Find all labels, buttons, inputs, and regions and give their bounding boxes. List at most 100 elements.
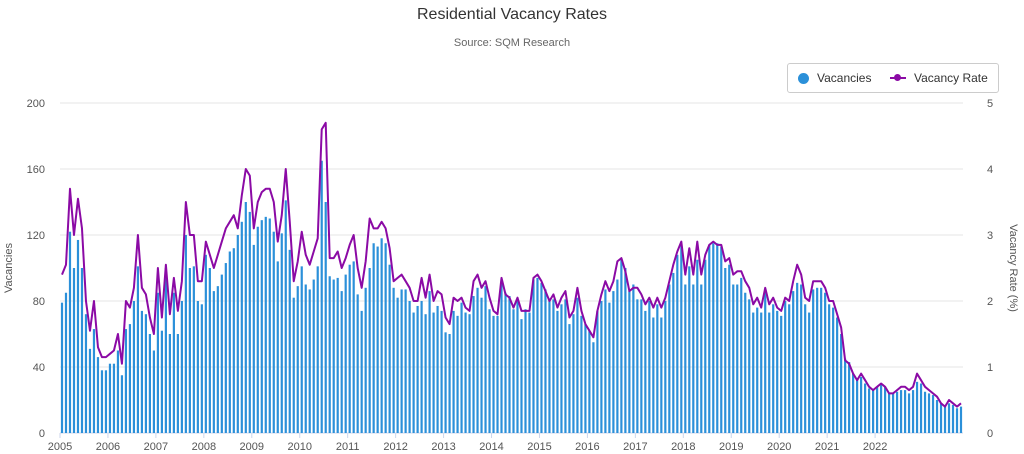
bar (784, 301, 787, 433)
chart-subtitle: Source: SQM Research (453, 37, 571, 49)
bar (264, 216, 267, 433)
y-left-tick-label: 0 (39, 428, 45, 440)
bar (124, 329, 128, 433)
bar (360, 310, 363, 433)
bar (480, 297, 483, 433)
bar (620, 259, 623, 433)
bar (184, 235, 187, 433)
bar (560, 304, 563, 433)
bar (788, 304, 791, 433)
bar (340, 291, 343, 433)
bar (528, 312, 531, 433)
bar (504, 292, 507, 433)
bar (496, 315, 499, 433)
bar (883, 386, 887, 433)
bar (488, 309, 491, 433)
bar (156, 292, 159, 433)
bar (664, 301, 667, 433)
bar (476, 287, 479, 433)
bar (572, 314, 575, 433)
bar (935, 400, 939, 433)
bar (232, 248, 235, 433)
bar (852, 373, 855, 433)
bar (176, 334, 179, 433)
bar (320, 160, 323, 433)
bar (724, 268, 727, 433)
bar (136, 266, 140, 433)
bar (828, 304, 831, 433)
bar (840, 334, 843, 433)
bar (244, 202, 247, 433)
bar (348, 264, 351, 433)
y-right-tick-label: 5 (987, 98, 993, 110)
y-right-tick-label: 3 (987, 230, 993, 242)
bar (372, 243, 375, 433)
y-right-tick-label: 2 (987, 296, 993, 308)
legend-item-vacancies[interactable]: Vacancies (798, 71, 871, 85)
bar (872, 390, 875, 433)
bar (868, 388, 871, 433)
bar (452, 310, 455, 433)
bar (568, 324, 571, 433)
bar (760, 312, 763, 433)
legend-item-vacancy-rate[interactable]: Vacancy Rate (890, 71, 988, 85)
bar (368, 268, 371, 433)
bar (236, 235, 239, 433)
bar (899, 390, 903, 433)
bar (764, 289, 767, 433)
bar (72, 268, 76, 433)
bar (392, 287, 395, 433)
bar (608, 302, 611, 433)
bar (208, 268, 211, 433)
bar (180, 301, 183, 433)
bar (204, 254, 207, 433)
bar (144, 314, 148, 433)
bar (84, 314, 88, 433)
bar (292, 297, 295, 433)
bar (432, 312, 435, 433)
bar (584, 324, 587, 433)
bar (444, 332, 447, 433)
x-tick-label: 2009 (240, 441, 264, 453)
bar (168, 334, 171, 433)
legend-vacancy-rate-marker-icon (894, 74, 901, 81)
bar (300, 266, 303, 433)
bar (408, 301, 411, 433)
bar (140, 310, 144, 433)
bar (895, 391, 899, 433)
bar (508, 296, 511, 433)
bar (644, 310, 647, 433)
bar (524, 309, 527, 433)
bar (744, 292, 747, 433)
bar (879, 383, 883, 433)
bar (780, 315, 783, 433)
bar (748, 299, 751, 433)
y-left-tick-label: 160 (27, 164, 45, 176)
x-tick-label: 2016 (575, 441, 599, 453)
bar (844, 358, 847, 433)
bar (376, 246, 379, 433)
bar (947, 403, 951, 433)
bar (216, 286, 219, 433)
bar (808, 312, 811, 433)
bar (396, 297, 399, 433)
bar (460, 302, 463, 433)
x-tick-label: 2013 (431, 441, 455, 453)
bar (860, 376, 863, 433)
bar (740, 277, 743, 433)
bar (959, 406, 963, 433)
bar (196, 301, 199, 433)
bar (192, 266, 195, 433)
bar (172, 292, 175, 433)
bar (720, 246, 723, 433)
bar (316, 266, 319, 433)
x-tick-label: 2012 (383, 441, 407, 453)
x-tick-label: 2006 (96, 441, 120, 453)
bar (939, 403, 943, 433)
bar (260, 220, 263, 433)
bar (864, 383, 867, 433)
bar (352, 261, 355, 433)
bar (576, 297, 579, 433)
legend-vacancy-rate-label: Vacancy Rate (914, 71, 988, 85)
bar (128, 324, 132, 433)
